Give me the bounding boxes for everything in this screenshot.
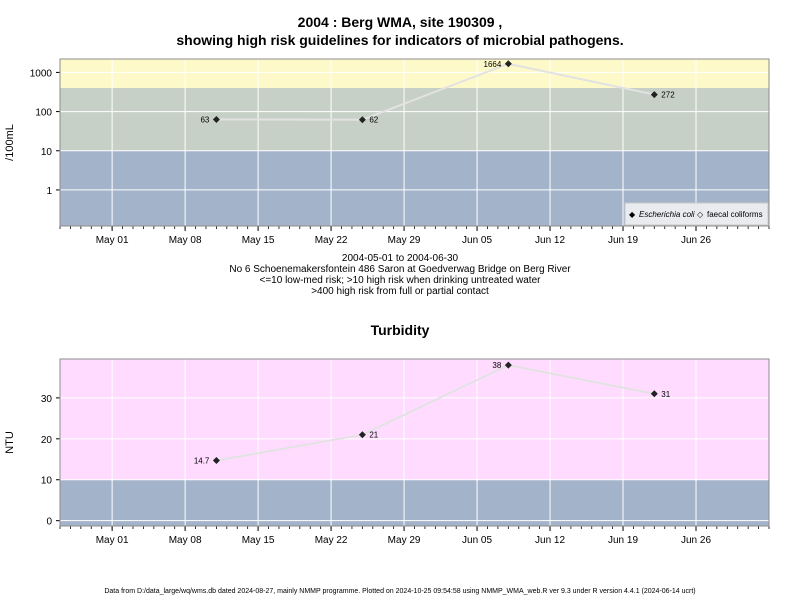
microbial-chart: May 01 May 08 May 15 May 22 May 29 Jun 05 Jun … [4,58,770,246]
x-tick-label: Jun 26 [681,535,711,546]
risk-band-0 [60,479,769,526]
x-tick-label: Jun 19 [608,535,638,546]
x-tick-label: Jun 26 [681,235,711,246]
x-tick-label: May 22 [315,535,348,546]
x-tick-label: May 08 [169,235,202,246]
data-label: 63 [200,115,209,124]
y-tick-label: 10 [41,147,53,158]
caption-date-range: 2004-05-01 to 2004-06-30 [341,253,459,264]
y-tick-label: 20 [41,435,53,446]
data-label: 272 [661,91,675,100]
main-title-line-1: 2004 : Berg WMA, site 190309 , [297,14,503,30]
legend-box [624,202,769,226]
data-point-marker [212,115,220,123]
x-tick-label: Jun 05 [462,535,492,546]
data-label: 1664 [484,60,502,69]
data-label: 38 [492,361,501,370]
data-point-marker [358,431,366,439]
x-tick-label: Jun 12 [535,235,565,246]
x-tick-label: May 29 [388,235,421,246]
legend-ecoli-label: Escherichia coli [639,210,695,219]
data-label: 14.7 [194,457,210,466]
data-label: 31 [661,390,670,399]
series-line [216,62,655,121]
risk-band-1 [60,88,769,151]
y-tick-label: 1 [46,186,52,197]
footer-note: Data from D:/data_large/wq/wms.db dated … [104,588,696,595]
risk-band-1 [60,359,769,480]
legend-ecoli-marker: ◆ [629,210,636,219]
x-tick-label: May 22 [315,235,348,246]
caption-drinking-guideline: <=10 low-med risk; >10 high risk when dr… [259,275,541,286]
data-label: 62 [369,116,378,125]
x-tick-label: May 29 [388,535,421,546]
risk-band-2 [60,59,769,89]
data-label: 21 [369,431,378,440]
main-title-line-2: showing high risk guidelines for indicat… [176,32,624,48]
data-point-marker [212,457,220,465]
x-tick-label: May 15 [242,535,275,546]
plot-frame [59,358,770,527]
data-point-marker [650,390,658,398]
turbidity-chart: May 01 May 08 May 15 May 22 May 29 Jun 05 Jun … [4,358,770,546]
caption-contact-guideline: >400 high risk from full or partial cont… [311,286,489,297]
caption-site-description: No 6 Schoenemakersfontein 486 Saron at G… [229,264,571,275]
y-tick-label: 1000 [30,68,53,79]
turbidity-title: Turbidity [370,322,430,338]
series-line [216,364,655,462]
y-tick-label: 30 [41,394,53,405]
plot-frame [59,58,770,227]
x-tick-label: May 01 [96,235,129,246]
legend-faecal-label: faecal coliforms [707,210,763,219]
data-point-marker [358,116,366,124]
data-point-marker [504,60,512,68]
x-tick-label: Jun 19 [608,235,638,246]
x-tick-label: Jun 12 [535,535,565,546]
chart-caption: 2004-05-01 to 2004-06-30 No 6 Schoenemak… [0,253,800,297]
x-tick-label: May 15 [242,235,275,246]
y-tick-label: 0 [46,517,52,528]
data-point-marker [504,361,512,369]
y-axis-label: /100mL [4,124,16,161]
data-point-marker [650,91,658,99]
y-tick-label: 100 [35,108,52,119]
x-tick-label: May 08 [169,535,202,546]
y-axis-label: NTU [4,431,16,454]
x-tick-label: Jun 05 [462,235,492,246]
legend-faecal-marker: ◇ [697,210,704,219]
y-tick-label: 10 [41,476,53,487]
x-tick-label: May 01 [96,535,129,546]
